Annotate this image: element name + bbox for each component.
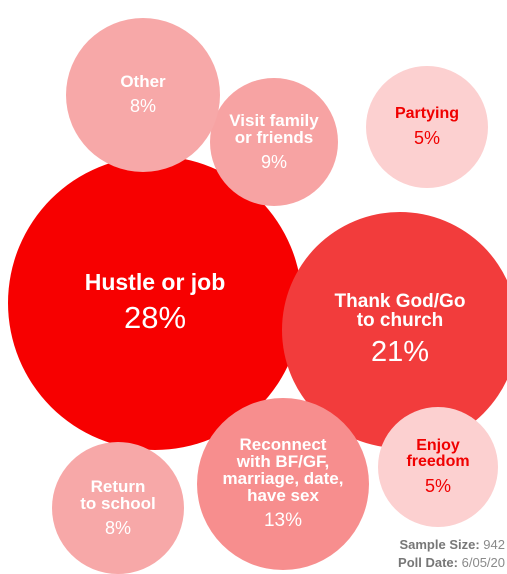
note-value: 6/05/20 [461,555,505,570]
bubble: Visit family or friends 9% [210,78,338,206]
bubble-value: 5% [413,127,440,148]
bubble: Return to school 8% [52,442,184,574]
bubble-label: Thank God/Go to church [334,290,466,331]
bubble-value: 13% [263,510,303,531]
bubble-value: 8% [104,517,131,538]
bubble-label: Reconnect with BF/GF, marriage, date, ha… [222,435,344,505]
note: Sample Size: 942 [398,536,505,554]
bubble-label: Return to school [80,476,156,513]
bubble: Hustle or job 28% [8,156,302,450]
bubble-label: Hustle or job [84,268,226,295]
note: Poll Date: 6/05/20 [398,554,505,572]
bubble-label: Enjoy freedom [406,436,470,470]
bubble: Other 8% [66,18,220,172]
note-label: Sample Size: [399,537,480,552]
bubble-value: 28% [123,299,187,335]
bubble-value: 8% [129,96,156,116]
bubble: Enjoy freedom 5% [378,407,498,527]
bubble-label: Other [120,72,166,91]
bubble-value: 9% [260,151,287,172]
bubble-label: Partying [394,104,459,122]
note-label: Poll Date: [398,555,458,570]
note-value: 942 [483,537,505,552]
bubble-label: Visit family or friends [229,110,319,147]
bubble-value: 21% [370,335,430,368]
notes: Sample Size: 942 Poll Date: 6/05/20 [398,536,505,572]
bubble: Reconnect with BF/GF, marriage, date, ha… [197,398,369,570]
bubble-value: 5% [424,475,451,496]
bubble: Partying 5% [366,66,488,188]
